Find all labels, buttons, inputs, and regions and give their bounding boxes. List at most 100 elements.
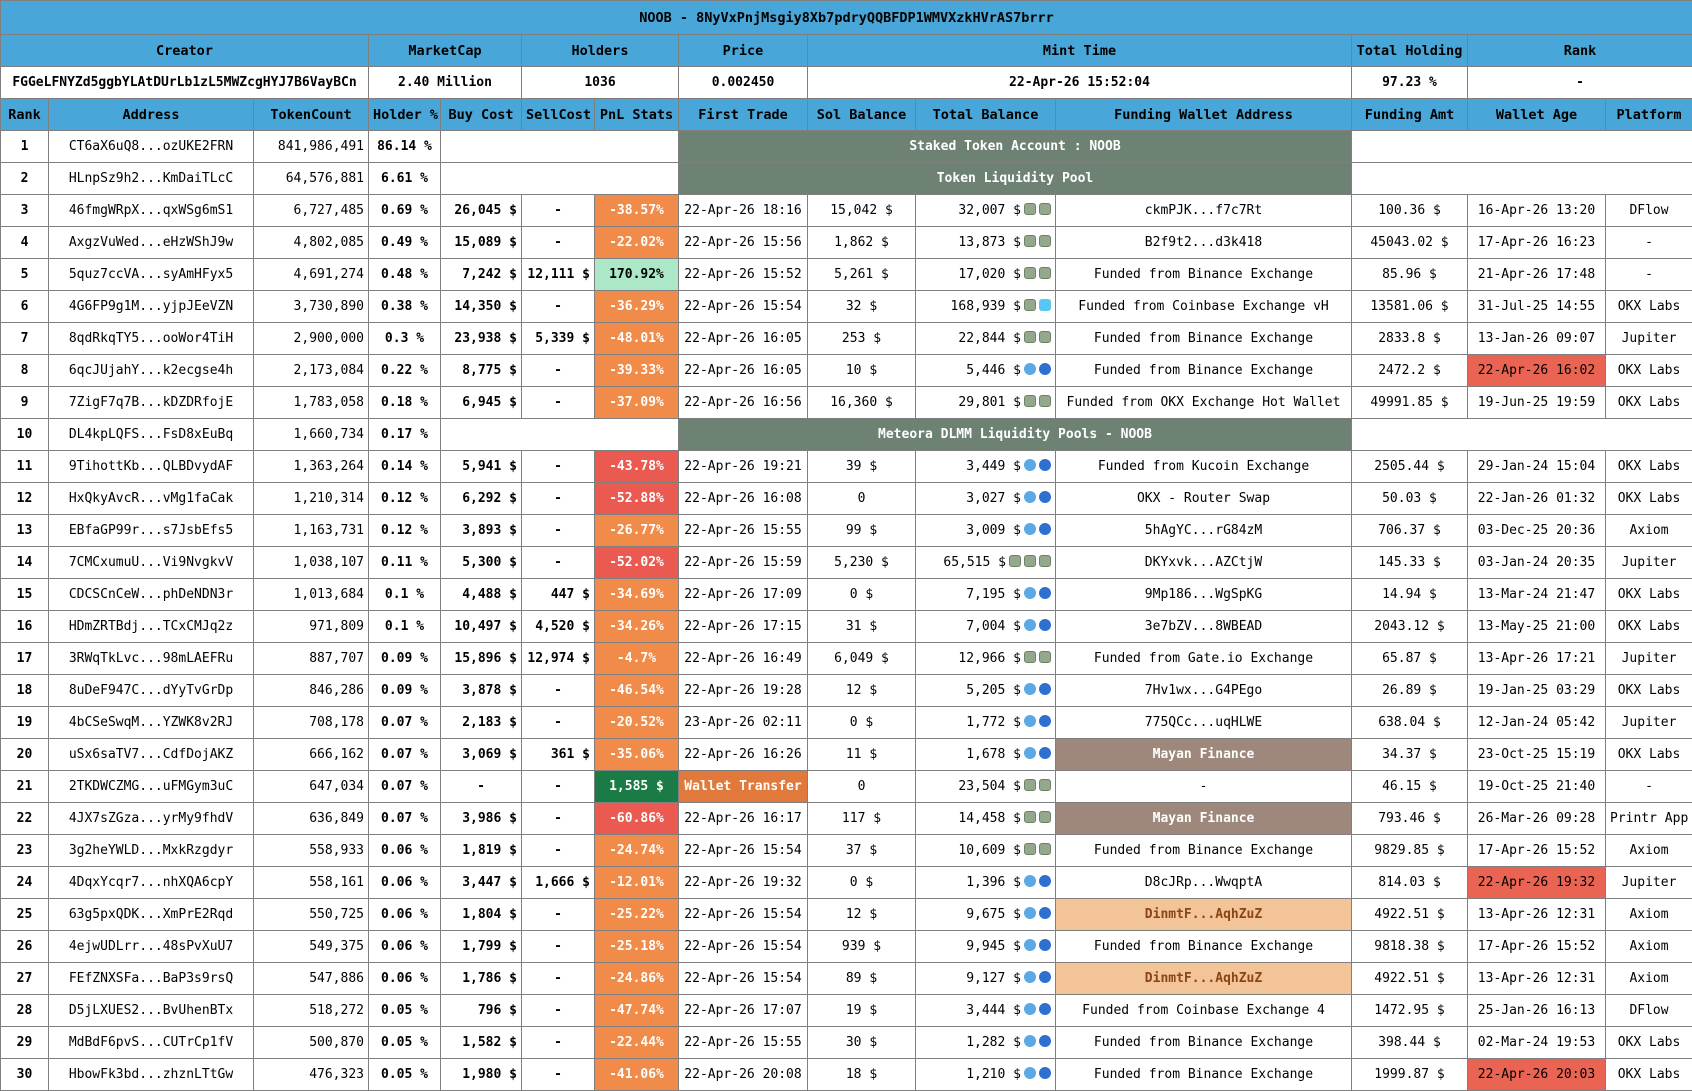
marketcap-value: 2.40 Million [369,67,522,99]
funding-wallet-cell[interactable]: 3e7bZV...8WBEAD [1056,611,1352,643]
funding-wallet-cell[interactable]: Funded from Kucoin Exchange [1056,451,1352,483]
funding-wallet-cell[interactable]: Funded from OKX Exchange Hot Wallet [1056,387,1352,419]
address-cell[interactable]: 5quz7ccVA...syAmHFyx5 [49,259,254,291]
balance-cash-icon [1039,779,1051,791]
funding-wallet-cell[interactable]: DinmtF...AqhZuZ [1056,899,1352,931]
address-cell[interactable]: 63g5pxQDK...XmPrE2Rqd [49,899,254,931]
token-count-cell: 1,038,107 [254,547,369,579]
funding-wallet-cell[interactable]: DKYxvk...AZCtjW [1056,547,1352,579]
rank-cell: 23 [1,835,49,867]
col-header-address: Address [49,99,254,131]
funding-wallet-cell[interactable]: Funded from Binance Exchange [1056,1027,1352,1059]
creator-address[interactable]: FGGeLFNYZd5ggbYLAtDUrLb1zL5MWZcgHYJ7B6Va… [1,67,369,99]
address-cell[interactable]: D5jLXUES2...BvUhenBTx [49,995,254,1027]
address-cell[interactable]: 9TihottKb...QLBDvydAF [49,451,254,483]
balance-whale-icon [1039,1003,1051,1015]
holder-pct-cell: 0.06 % [369,931,441,963]
address-cell[interactable]: 3RWqTkLvc...98mLAEFRu [49,643,254,675]
address-cell[interactable]: MdBdF6pvS...CUTrCp1fV [49,1027,254,1059]
balance-amount: 7,004 $ [966,619,1021,634]
funding-wallet-cell[interactable]: Funded from Coinbase Exchange vH [1056,291,1352,323]
funding-wallet-cell[interactable]: Funded from Binance Exchange [1056,259,1352,291]
pnl-cell: -24.86% [595,963,679,995]
holder-pct-cell: 0.09 % [369,675,441,707]
funding-wallet-cell[interactable]: 9Mp186...WgSpKG [1056,579,1352,611]
address-cell[interactable]: 4ejwUDLrr...48sPvXuU7 [49,931,254,963]
address-cell[interactable]: HDmZRTBdj...TCxCMJq2z [49,611,254,643]
address-cell[interactable]: EBfaGP99r...s7JsbEfs5 [49,515,254,547]
first-trade-cell: Wallet Transfer [679,771,808,803]
sell-cost-cell: - [522,707,595,739]
funding-wallet-cell[interactable]: Funded from Gate.io Exchange [1056,643,1352,675]
section-row: 2HLnpSz9h2...KmDaiTLcC64,576,8816.61 %To… [1,163,1692,195]
funding-wallet-cell[interactable]: D8cJRp...WwqptA [1056,867,1352,899]
funding-amt-cell: 398.44 $ [1352,1027,1468,1059]
wallet-age-cell: 16-Apr-26 13:20 [1468,195,1606,227]
address-cell[interactable]: 7ZigF7q7B...kDZDRfojE [49,387,254,419]
address-cell[interactable]: 4JX7sZGza...yrMy9fhdV [49,803,254,835]
address-cell[interactable]: AxgzVuWed...eHzWShJ9w [49,227,254,259]
funding-wallet-cell[interactable]: 7Hv1wx...G4PEgo [1056,675,1352,707]
rank-cell: 26 [1,931,49,963]
balance-amount: 5,446 $ [966,363,1021,378]
blank-right-cell [1352,131,1692,163]
balance-whale-icon [1039,459,1051,471]
address-cell[interactable]: HxQkyAvcR...vMg1faCak [49,483,254,515]
total-balance-cell: 7,004 $ [916,611,1056,643]
address-cell[interactable]: 4bCSeSwqM...YZWK8v2RJ [49,707,254,739]
total-balance-cell: 14,458 $ [916,803,1056,835]
funding-wallet-cell[interactable]: Funded from Binance Exchange [1056,355,1352,387]
funding-wallet-cell[interactable]: ckmPJK...f7c7Rt [1056,195,1352,227]
sol-balance-cell: 19 $ [808,995,916,1027]
address-cell[interactable]: 3g2heYWLD...MxkRzgdyr [49,835,254,867]
holder-pct-cell: 0.07 % [369,771,441,803]
funding-wallet-cell[interactable]: Funded from Binance Exchange [1056,835,1352,867]
address-cell[interactable]: uSx6saTV7...CdfDojAKZ [49,739,254,771]
funding-wallet-cell[interactable]: Funded from Binance Exchange [1056,1059,1352,1091]
address-cell[interactable]: CT6aX6uQ8...ozUKE2FRN [49,131,254,163]
address-cell[interactable]: 4G6FP9g1M...yjpJEeVZN [49,291,254,323]
platform-cell: OKX Labs [1606,1059,1692,1091]
funding-amt-cell: 9829.85 $ [1352,835,1468,867]
funding-wallet-cell[interactable]: Mayan Finance [1056,739,1352,771]
first-trade-cell: 22-Apr-26 17:07 [679,995,808,1027]
sol-balance-cell: 1,862 $ [808,227,916,259]
funding-wallet-cell[interactable]: Funded from Binance Exchange [1056,323,1352,355]
funding-wallet-cell[interactable]: OKX - Router Swap [1056,483,1352,515]
balance-cash-icon [1039,395,1051,407]
pnl-cell: -48.01% [595,323,679,355]
address-cell[interactable]: 6qcJUjahY...k2ecgse4h [49,355,254,387]
total-balance-cell: 3,444 $ [916,995,1056,1027]
address-cell[interactable]: 8qdRkqTY5...ooWor4TiH [49,323,254,355]
address-cell[interactable]: FEfZNXSFa...BaP3s9rsQ [49,963,254,995]
address-cell[interactable]: CDCSCnCeW...phDeNDN3r [49,579,254,611]
address-cell[interactable]: DL4kpLQFS...FsD8xEuBq [49,419,254,451]
token-count-cell: 1,013,684 [254,579,369,611]
first-trade-cell: 22-Apr-26 17:15 [679,611,808,643]
wallet-age-cell: 22-Apr-26 16:02 [1468,355,1606,387]
address-cell[interactable]: 7CMCxumuU...Vi9NvgkvV [49,547,254,579]
funding-wallet-cell[interactable]: DinmtF...AqhZuZ [1056,963,1352,995]
col-header-funding-wallet: Funding Wallet Address [1056,99,1352,131]
funding-wallet-cell[interactable]: 5hAgYC...rG84zM [1056,515,1352,547]
address-cell[interactable]: HLnpSz9h2...KmDaiTLcC [49,163,254,195]
sol-balance-cell: 30 $ [808,1027,916,1059]
funding-wallet-cell[interactable]: Funded from Coinbase Exchange 4 [1056,995,1352,1027]
funding-wallet-cell[interactable]: B2f9t2...d3k418 [1056,227,1352,259]
balance-amount: 65,515 $ [943,555,1006,570]
address-cell[interactable]: 4DqxYcqr7...nhXQA6cpY [49,867,254,899]
funding-amt-cell: 1472.95 $ [1352,995,1468,1027]
address-cell[interactable]: 8uDeF947C...dYyTvGrDp [49,675,254,707]
funding-wallet-cell[interactable]: Mayan Finance [1056,803,1352,835]
address-cell[interactable]: 2TKDWCZMG...uFMGym3uC [49,771,254,803]
wallet-age-cell: 22-Apr-26 20:03 [1468,1059,1606,1091]
funding-wallet-cell[interactable]: Funded from Binance Exchange [1056,931,1352,963]
address-cell[interactable]: 46fmgWRpX...qxWSg6mS1 [49,195,254,227]
rank-cell: 18 [1,675,49,707]
address-cell[interactable]: HbowFk3bd...zhznLTtGw [49,1059,254,1091]
sell-cost-cell: - [522,387,595,419]
buy-cost-cell: 5,300 $ [441,547,522,579]
funding-wallet-cell[interactable]: 775QCc...uqHLWE [1056,707,1352,739]
funding-wallet-cell[interactable]: - [1056,771,1352,803]
total-balance-cell: 1,396 $ [916,867,1056,899]
